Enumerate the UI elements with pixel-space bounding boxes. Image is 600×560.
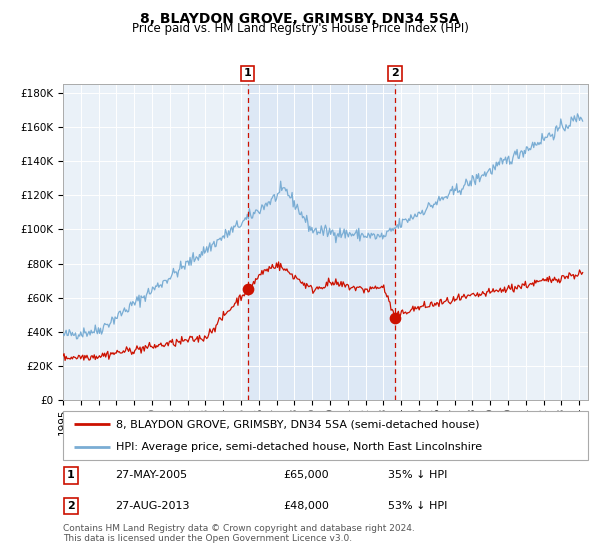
Text: 53% ↓ HPI: 53% ↓ HPI — [389, 501, 448, 511]
Text: Contains HM Land Registry data © Crown copyright and database right 2024.
This d: Contains HM Land Registry data © Crown c… — [63, 524, 415, 543]
Text: 27-AUG-2013: 27-AUG-2013 — [115, 501, 190, 511]
Point — [243, 284, 253, 293]
Text: 1: 1 — [244, 68, 251, 78]
Text: 35% ↓ HPI: 35% ↓ HPI — [389, 470, 448, 480]
Text: 8, BLAYDON GROVE, GRIMSBY, DN34 5SA: 8, BLAYDON GROVE, GRIMSBY, DN34 5SA — [140, 12, 460, 26]
Text: 2: 2 — [67, 501, 75, 511]
Text: 2: 2 — [391, 68, 399, 78]
Text: 1: 1 — [67, 470, 75, 480]
Text: 8, BLAYDON GROVE, GRIMSBY, DN34 5SA (semi-detached house): 8, BLAYDON GROVE, GRIMSBY, DN34 5SA (sem… — [115, 419, 479, 430]
Bar — [248, 84, 395, 400]
Text: £48,000: £48,000 — [284, 501, 329, 511]
Text: 27-MAY-2005: 27-MAY-2005 — [115, 470, 188, 480]
Point — [390, 314, 400, 323]
Text: £65,000: £65,000 — [284, 470, 329, 480]
Text: Price paid vs. HM Land Registry's House Price Index (HPI): Price paid vs. HM Land Registry's House … — [131, 22, 469, 35]
Text: HPI: Average price, semi-detached house, North East Lincolnshire: HPI: Average price, semi-detached house,… — [115, 442, 482, 452]
